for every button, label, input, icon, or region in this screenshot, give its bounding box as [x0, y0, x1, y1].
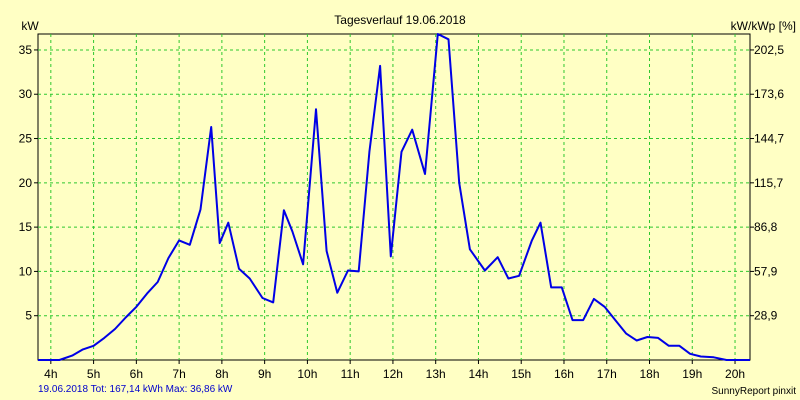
y-right-tick-label: 144,7 [754, 132, 784, 146]
y-right-tick-label: 173,6 [754, 87, 784, 101]
x-tick-label: 8h [215, 367, 228, 381]
x-tick-label: 7h [172, 367, 185, 381]
x-tick-label: 5h [87, 367, 100, 381]
x-tick-label: 10h [297, 367, 317, 381]
x-tick-label: 15h [511, 367, 531, 381]
y-left-tick-label: 25 [19, 132, 33, 146]
y-axis-right: 28,9 57,9 86,8 115,7 144,7 173,6 202,5 [750, 43, 784, 323]
x-tick-label: 19h [682, 367, 702, 381]
y-right-tick-label: 86,8 [754, 220, 778, 234]
x-tick-label: 16h [554, 367, 574, 381]
series-layer [38, 33, 750, 361]
y-right-tick-label: 28,9 [754, 309, 778, 323]
power-series-line [38, 33, 750, 361]
x-tick-label: 13h [426, 367, 446, 381]
footer-credit: SunnyReport pinxit [712, 386, 797, 397]
y-left-tick-label: 30 [19, 87, 33, 101]
x-tick-label: 11h [341, 367, 360, 381]
x-tick-label: 6h [130, 367, 143, 381]
x-tick-label: 20h [725, 367, 745, 381]
x-tick-label: 12h [383, 367, 403, 381]
y-left-tick-label: 15 [19, 220, 33, 234]
y-left-tick-label: 5 [25, 309, 32, 323]
y-left-tick-label: 35 [19, 43, 33, 57]
y-left-tick-label: 10 [19, 264, 33, 278]
x-tick-label: 17h [597, 367, 617, 381]
y-right-tick-label: 57,9 [754, 264, 778, 278]
y-right-tick-label: 202,5 [754, 43, 784, 57]
y-left-tick-label: 20 [19, 176, 33, 190]
y-axis-right-label: kW/kWp [%] [731, 19, 796, 33]
plot-area [37, 33, 751, 361]
x-axis: 4h 5h 6h 7h 8h 9h 10h 11h 12h 13h 14h 15h 16h 17h 18h 1… [44, 360, 745, 381]
y-right-tick-label: 115,7 [754, 176, 783, 190]
x-tick-label: 18h [639, 367, 659, 381]
x-tick-label: 9h [258, 367, 271, 381]
x-tick-label: 14h [468, 367, 488, 381]
y-axis-left-label: kW [21, 19, 39, 33]
chart-title: Tagesverlauf 19.06.2018 [334, 13, 466, 27]
x-tick-label: 4h [44, 367, 57, 381]
footer-summary: 19.06.2018 Tot: 167,14 kWh Max: 36,86 kW [38, 384, 233, 395]
grid [38, 34, 750, 360]
y-axis-left: 5 10 15 20 25 30 35 [19, 43, 38, 323]
